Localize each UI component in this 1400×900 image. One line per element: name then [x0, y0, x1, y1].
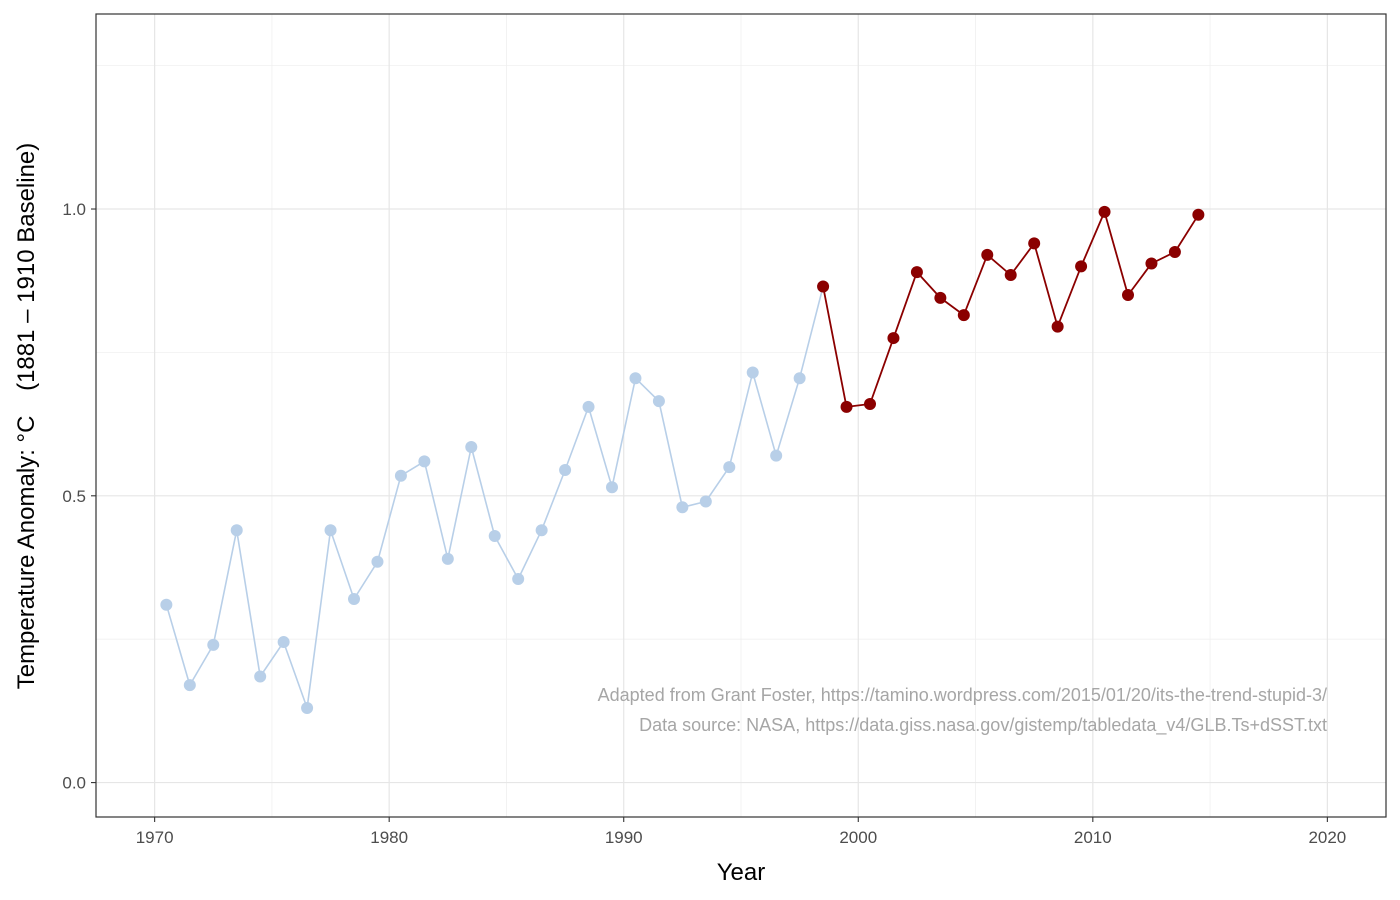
data-point	[957, 309, 970, 322]
x-axis-title: Year	[717, 859, 766, 886]
x-tick-label: 2000	[839, 828, 877, 847]
data-point	[207, 638, 220, 651]
data-point	[1028, 237, 1041, 250]
data-point	[183, 679, 196, 692]
data-point	[394, 469, 407, 482]
axis-ticks	[91, 208, 1328, 822]
minor-gridlines	[96, 14, 1386, 817]
data-point	[160, 598, 173, 611]
data-point	[864, 398, 876, 411]
data-point	[418, 455, 431, 468]
y-tick-labels: 0.0 0.5 1.0	[62, 200, 86, 793]
data-point	[512, 572, 525, 585]
data-point	[488, 529, 501, 542]
data-point	[277, 636, 290, 649]
data-point	[699, 495, 712, 508]
data-point	[371, 555, 384, 568]
data-point	[441, 552, 454, 565]
data-point	[1004, 268, 1017, 281]
source-annotation: Data source: NASA, https://data.giss.nas…	[639, 715, 1327, 736]
y-axis-title: Temperature Anomaly: °C (1881 – 1910 Bas…	[13, 143, 40, 690]
y-tick-label: 1.0	[62, 200, 86, 219]
major-gridlines	[96, 14, 1386, 817]
data-point	[1098, 205, 1111, 218]
y-axis-title-baseline: (1881 – 1910 Baseline)	[13, 143, 40, 391]
x-tick-label: 1980	[370, 828, 408, 847]
x-tick-labels: 1970 1980 1990 2000 2010 2020	[136, 828, 1347, 847]
data-point	[535, 524, 548, 537]
data-point	[348, 593, 360, 606]
x-tick-label: 2020	[1308, 828, 1346, 847]
data-point	[465, 441, 478, 454]
source-annotation: Adapted from Grant Foster, https://tamin…	[598, 685, 1327, 705]
data-point	[606, 481, 618, 494]
data-point	[817, 280, 830, 293]
series-layer	[160, 205, 1205, 715]
data-point	[230, 524, 243, 537]
y-axis-title-main: Temperature Anomaly: °C	[13, 416, 40, 690]
y-tick-label: 0.0	[62, 774, 86, 793]
series-1970-1998	[160, 280, 830, 715]
data-point	[793, 372, 806, 385]
data-point	[301, 702, 314, 715]
data-point	[770, 449, 783, 462]
data-point	[1122, 289, 1134, 302]
data-point	[676, 501, 689, 514]
data-point	[254, 670, 267, 683]
data-point	[840, 400, 853, 413]
data-point	[887, 332, 900, 345]
data-point	[629, 372, 642, 385]
data-point	[910, 266, 923, 279]
data-point	[1075, 260, 1088, 273]
data-point	[1051, 320, 1064, 333]
series-1998-2014	[817, 205, 1205, 413]
data-point	[1145, 257, 1158, 270]
x-tick-label: 2010	[1074, 828, 1112, 847]
x-tick-label: 1970	[136, 828, 174, 847]
data-point	[746, 366, 759, 379]
data-point	[324, 524, 337, 537]
data-point	[934, 291, 947, 304]
panel-border	[95, 13, 1387, 818]
data-point	[652, 395, 665, 408]
x-tick-label: 1990	[605, 828, 643, 847]
annotation-layer: Adapted from Grant Foster, https://tamin…	[598, 685, 1327, 736]
data-point	[981, 248, 994, 261]
data-point	[1168, 246, 1181, 259]
data-point	[723, 461, 736, 474]
data-point	[559, 463, 572, 476]
data-point	[1192, 208, 1205, 221]
data-point	[582, 400, 595, 413]
y-tick-label: 0.5	[62, 487, 86, 506]
